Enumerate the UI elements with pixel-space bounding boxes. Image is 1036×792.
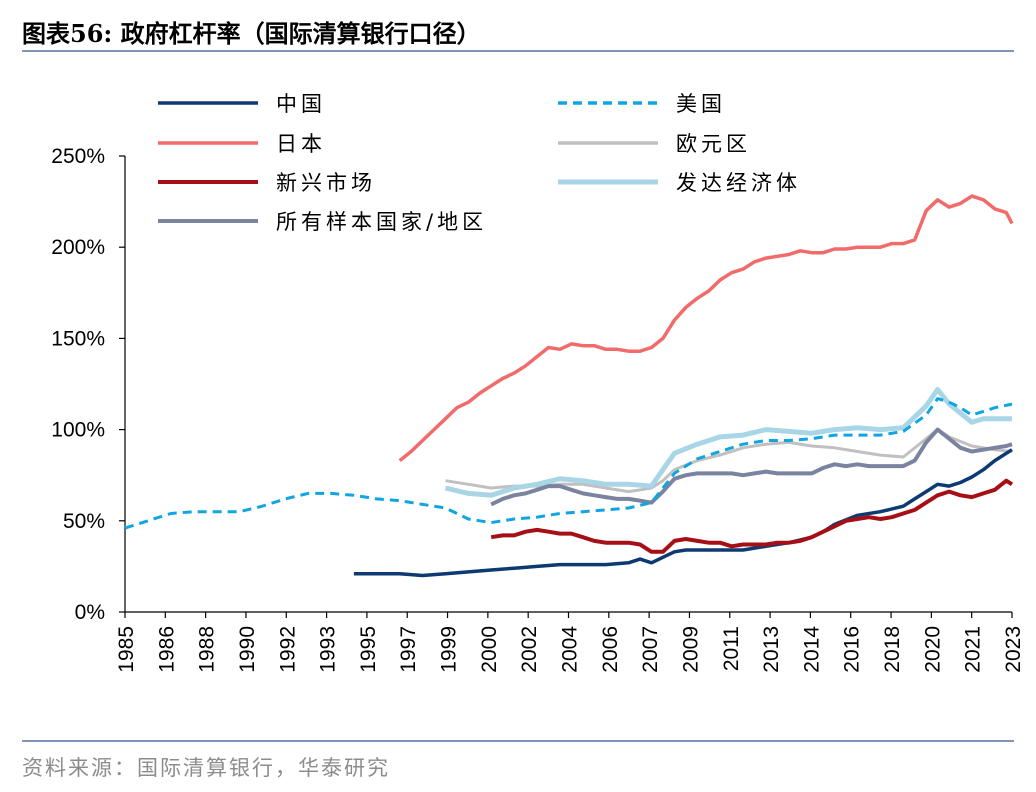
y-tick-label: 100% [51, 419, 105, 442]
x-tick-label: 2009 [679, 626, 702, 673]
x-tick-label: 1985 [115, 626, 138, 673]
x-tick-label: 2023 [1002, 626, 1025, 673]
x-tick-label: 1992 [276, 626, 299, 673]
top-rule [22, 50, 1014, 52]
series-line-5 [490, 478, 1014, 554]
y-tick-label: 150% [51, 327, 105, 350]
y-tick-label: 0% [75, 601, 105, 624]
x-tick-label: 2014 [800, 626, 823, 673]
legend-label: 所有样本国家/地区 [276, 210, 487, 234]
line-chart: 0% 50% 100% 150% 200% 250% 1985 1986 1988 1990 199… [51, 92, 1025, 673]
x-tick-label: 2000 [478, 626, 501, 673]
legend-label: 日本 [276, 132, 326, 156]
x-tick-label: 2004 [559, 626, 582, 673]
series-lines [124, 194, 1014, 578]
x-tick-label: 2011 [720, 626, 743, 671]
series-line-1 [353, 448, 1013, 578]
legend-label: 美国 [676, 92, 726, 116]
x-tick-label: 2016 [841, 626, 864, 673]
series-line-3 [398, 194, 1014, 462]
x-tick-label: 2006 [599, 626, 622, 673]
x-tick-label: 1995 [357, 626, 380, 673]
x-tick-label: 1999 [438, 626, 461, 673]
x-tick-label: 1986 [155, 626, 178, 673]
x-tick-label: 1988 [196, 626, 219, 673]
series-line-6 [444, 387, 1012, 498]
x-tick-label: 1990 [236, 626, 259, 673]
series-line-7 [490, 427, 1013, 507]
legend-label: 发达经济体 [676, 171, 801, 195]
x-tick-label: 2021 [962, 626, 985, 673]
x-tick-label: 1997 [397, 626, 420, 673]
x-tick-label: 2007 [639, 626, 662, 673]
y-tick-label: 50% [63, 510, 105, 533]
axes: 0% 50% 100% 150% 200% 250% 1985 1986 1988 1990 199… [51, 145, 1025, 673]
x-tick-label: 2020 [921, 626, 944, 673]
bottom-rule [22, 740, 1014, 742]
source-note: 资料来源：国际清算银行，华泰研究 [22, 756, 390, 780]
y-tick-label: 250% [51, 145, 105, 168]
figure-title: 图表56: 政府杠杆率（国际清算银行口径） [22, 19, 481, 48]
legend-label: 新兴市场 [276, 171, 376, 195]
legend-label: 中国 [276, 92, 326, 116]
x-tick-label: 2018 [881, 626, 904, 673]
x-tick-label: 2013 [760, 626, 783, 673]
x-tick-label: 1993 [317, 626, 340, 673]
legend-label: 欧元区 [676, 132, 751, 156]
y-tick-label: 200% [51, 236, 105, 259]
x-tick-label: 2002 [518, 626, 541, 673]
series-line-2 [124, 397, 1013, 530]
